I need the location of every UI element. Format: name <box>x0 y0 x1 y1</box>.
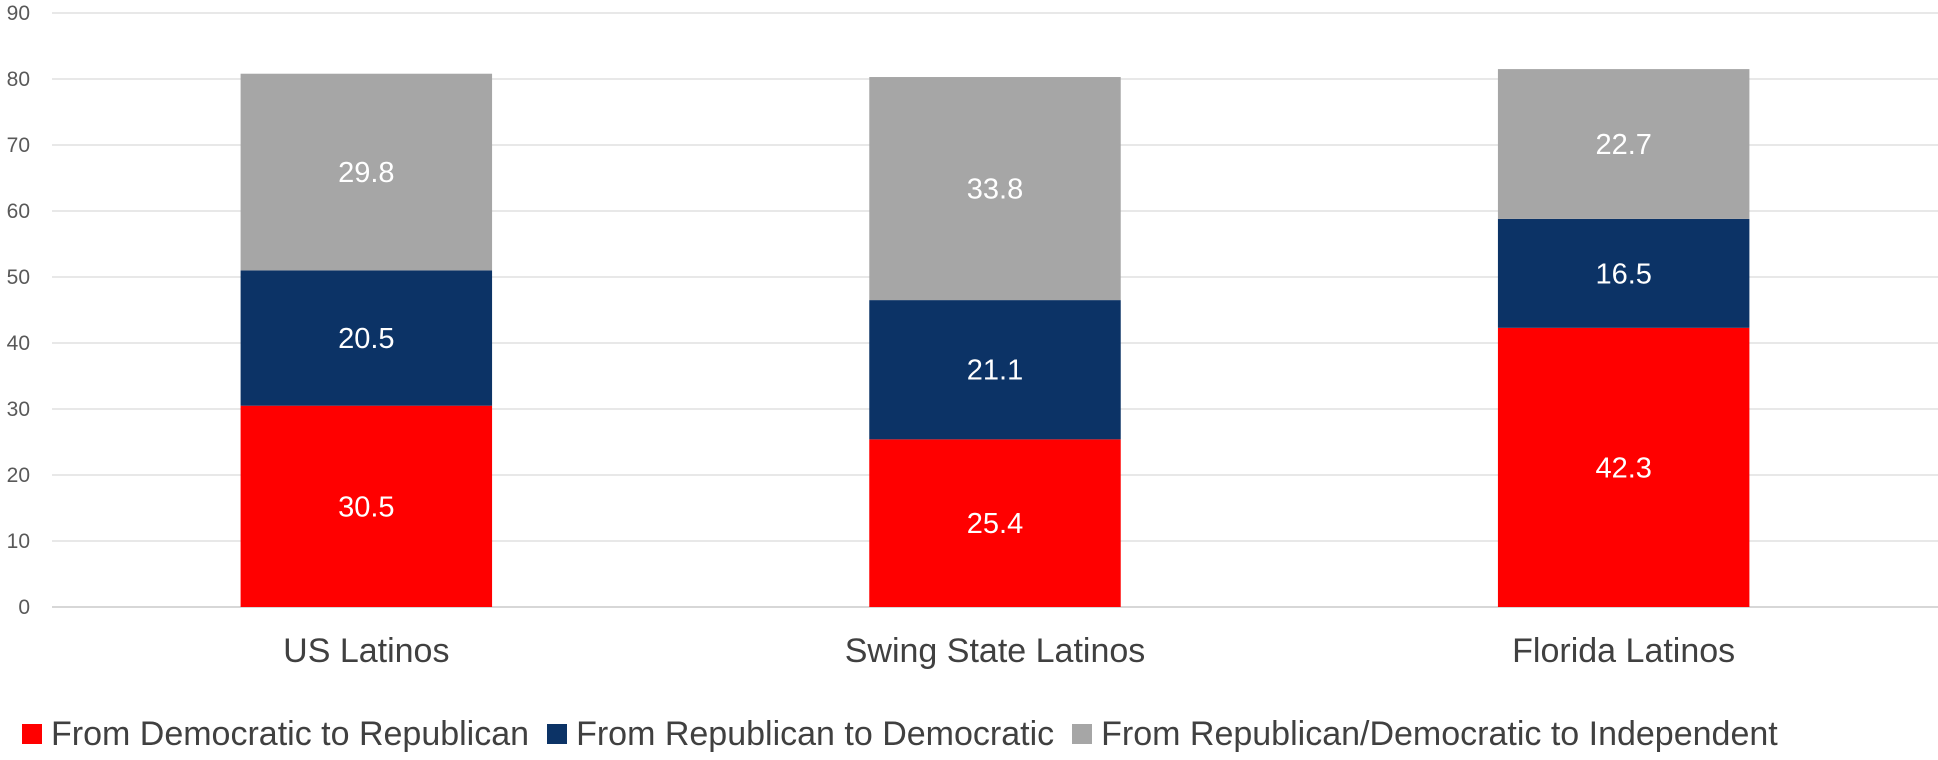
bars <box>240 69 1750 607</box>
legend-swatch <box>22 724 42 744</box>
data-label: 33.8 <box>967 174 1023 206</box>
data-label: 42.3 <box>1595 452 1651 484</box>
data-label: 21.1 <box>967 355 1023 387</box>
bar-segment <box>869 300 1121 440</box>
y-tick-label: 50 <box>7 266 30 289</box>
legend: From Democratic to Republican From Republ… <box>22 712 1796 756</box>
y-axis-ticks: 0 10 20 30 40 50 60 70 80 90 <box>7 2 30 619</box>
bar-segment <box>240 270 493 406</box>
y-tick-label: 60 <box>7 200 30 223</box>
data-label: 16.5 <box>1595 258 1651 290</box>
x-category-label: Swing State Latinos <box>845 632 1146 670</box>
legend-item: From Republican/Democratic to Independen… <box>1072 715 1778 754</box>
x-axis-categories: US Latinos Swing State Latinos Florida Lat… <box>283 632 1735 670</box>
bar-segment <box>240 405 493 607</box>
legend-label: From Democratic to Republican <box>51 714 530 753</box>
bar-segment <box>869 439 1121 607</box>
y-tick-label: 30 <box>7 398 30 421</box>
bar-segment <box>1497 69 1750 219</box>
bar-segment <box>1497 218 1750 328</box>
data-label: 25.4 <box>967 508 1023 540</box>
legend-item: From Republican to Democratic <box>547 715 1054 754</box>
legend-swatch <box>547 724 568 744</box>
data-labels: 30.5 20.5 29.8 25.4 21.1 33.8 42.3 16.5 22.7 <box>338 129 1652 540</box>
stacked-bar-chart: 0 10 20 30 40 50 60 70 80 90 30.5 20.5 29.8 25.4 21.1… <box>7 2 1938 670</box>
data-label: 30.5 <box>338 491 394 523</box>
y-tick-label: 10 <box>7 530 30 553</box>
y-tick-label: 70 <box>7 134 30 157</box>
x-category-label: Florida Latinos <box>1512 632 1735 670</box>
legend-label: From Republican to Democratic <box>576 714 1055 753</box>
y-tick-label: 20 <box>7 464 30 487</box>
y-tick-label: 90 <box>7 2 30 25</box>
bar-segment <box>869 77 1121 301</box>
y-tick-label: 80 <box>7 68 30 91</box>
legend-item: From Democratic to Republican <box>22 715 529 754</box>
data-label: 20.5 <box>338 323 394 355</box>
data-label: 29.8 <box>338 157 394 189</box>
y-tick-label: 0 <box>18 596 30 619</box>
bar-segment <box>1497 327 1750 607</box>
y-tick-label: 40 <box>7 332 30 355</box>
legend-swatch <box>1072 724 1093 744</box>
legend-label: From Republican/Democratic to Independen… <box>1101 714 1778 753</box>
x-category-label: US Latinos <box>283 632 449 670</box>
data-label: 22.7 <box>1595 129 1651 161</box>
bar-segment <box>240 73 493 271</box>
